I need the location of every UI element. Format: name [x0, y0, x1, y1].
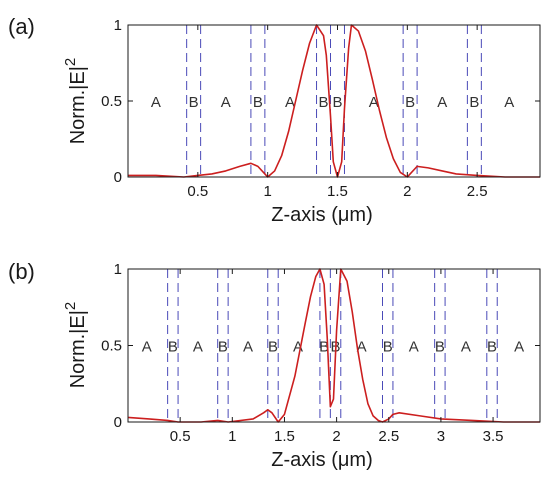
x-tick-label: 1 [263, 183, 271, 200]
x-tick-label: 0.5 [170, 428, 191, 445]
x-tick-label: 2 [403, 183, 411, 200]
y-tick-label: 1 [114, 261, 122, 278]
x-tick-label: 2 [332, 428, 340, 445]
layer-label: A [243, 339, 253, 356]
layer-label: A [409, 339, 419, 356]
layer-label: B [268, 339, 278, 356]
y-axis-title-superscript: 2 [62, 302, 79, 310]
layer-label: B [332, 94, 342, 111]
layer-label: B [487, 339, 497, 356]
layer-label: B [218, 339, 228, 356]
y-tick-label: 0 [114, 169, 122, 186]
layer-label: B [383, 339, 393, 356]
x-tick-label: 0.5 [187, 183, 208, 200]
layer-label: B [435, 339, 445, 356]
layer-label: A [193, 339, 203, 356]
layer-label: A [293, 339, 303, 356]
layer-label: A [369, 94, 379, 111]
y-axis-title-superscript: 2 [62, 58, 79, 66]
y-axis-title-main: Norm.|E| [67, 310, 89, 388]
x-tick-label: 3.5 [483, 428, 504, 445]
chart-panel-1: A B A B A B B A B A B A0.5 1 1.5 2 2.500.51Z-axis (μm)N… [8, 14, 541, 226]
y-tick-label: 0 [114, 414, 122, 431]
layer-label: B [168, 339, 178, 356]
layer-label: A [285, 94, 295, 111]
layer-label: A [461, 339, 471, 356]
x-tick-label: 1.5 [274, 428, 295, 445]
layer-label: B [405, 94, 415, 111]
layer-label: B [319, 339, 329, 356]
field-intensity-curve [128, 24, 540, 178]
field-intensity-curve [127, 268, 540, 423]
layer-label: A [221, 94, 231, 111]
layer-label: A [437, 94, 447, 111]
layer-label: A [151, 94, 161, 111]
layer-label: B [189, 94, 199, 111]
x-axis-title: Z-axis (μm) [271, 449, 373, 471]
layer-label: B [253, 94, 263, 111]
y-axis-title: Norm.|E|2 [62, 58, 89, 145]
y-axis-title-main: Norm.|E| [67, 66, 89, 144]
chart-panel-2: A B A B A B A B B A B A B A B A0.5 1 1.5 2 2.5 3 3.500.51Z-ax… [8, 259, 541, 471]
layer-label: B [319, 94, 329, 111]
x-tick-label: 3 [437, 428, 445, 445]
layer-label: A [357, 339, 367, 356]
layer-label: B [469, 94, 479, 111]
x-axis-title: Z-axis (μm) [271, 204, 373, 226]
x-tick-label: 2.5 [378, 428, 399, 445]
panel-label: (a) [8, 14, 35, 39]
x-tick-label: 1.5 [327, 183, 348, 200]
y-tick-label: 1 [114, 17, 122, 34]
x-tick-label: 2.5 [467, 183, 488, 200]
y-axis-title: Norm.|E|2 [62, 302, 89, 389]
y-tick-label: 0.5 [101, 338, 122, 355]
x-tick-label: 1 [228, 428, 236, 445]
layer-label: A [514, 339, 524, 356]
layer-label: A [142, 339, 152, 356]
y-tick-label: 0.5 [101, 93, 122, 110]
layer-label: A [504, 94, 514, 111]
panel-label: (b) [8, 259, 35, 284]
